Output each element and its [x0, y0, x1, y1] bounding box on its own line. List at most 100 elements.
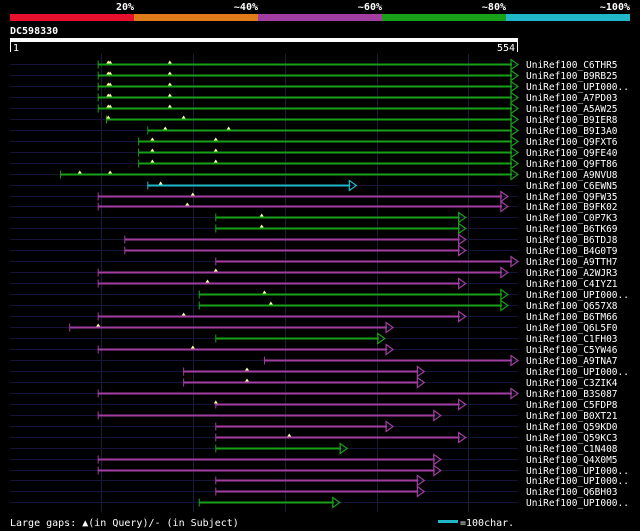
- hit-label[interactable]: UniRef100_UPI000..: [526, 466, 629, 477]
- hit-row[interactable]: UniRef100_UPI000..: [10, 464, 629, 478]
- hit-label[interactable]: UniRef100_UPI000..: [526, 367, 629, 378]
- hit-row[interactable]: UniRef100_A7PD03: [10, 91, 618, 105]
- query-gap-marker: [190, 192, 195, 196]
- hit-row[interactable]: UniRef100_C6EWN5: [10, 179, 618, 193]
- hit-row[interactable]: UniRef100_B4G0T9: [10, 244, 618, 258]
- hit-row[interactable]: UniRef100_A9NVU8: [10, 168, 618, 182]
- hit-label[interactable]: UniRef100_B6TK69: [526, 224, 618, 235]
- hit-label[interactable]: UniRef100_Q657X8: [526, 301, 618, 312]
- large-gaps-legend: Large gaps: ▲(in Query)/- (in Subject): [10, 518, 239, 529]
- query-gap-marker: [163, 126, 168, 130]
- hit-label[interactable]: UniRef100_C6EWN5: [526, 181, 618, 192]
- query-id[interactable]: DC598330: [10, 26, 58, 37]
- query-gap-marker: [259, 213, 264, 217]
- hit-row[interactable]: UniRef100_C1FH03: [10, 332, 618, 346]
- hit-label[interactable]: UniRef100_A9TNA7: [526, 356, 618, 367]
- hit-row[interactable]: UniRef100_B6TDJ8: [10, 233, 618, 247]
- hit-label[interactable]: UniRef100_B9FK02: [526, 202, 618, 213]
- hit-end-arrow: [510, 102, 520, 115]
- hit-row[interactable]: UniRef100_Q59KC3: [10, 431, 618, 445]
- hit-row[interactable]: UniRef100_B6TK69: [10, 222, 618, 236]
- hit-row[interactable]: UniRef100_A9TNA7: [10, 354, 618, 368]
- hit-label[interactable]: UniRef100_B9I3A0: [526, 126, 618, 137]
- hit-end-arrow: [500, 299, 509, 312]
- hit-row[interactable]: UniRef100_B9FK02: [10, 200, 618, 214]
- hit-label[interactable]: UniRef100_B6TM66: [526, 312, 618, 323]
- hit-row[interactable]: UniRef100_Q4X0M5: [10, 453, 618, 467]
- hit-row[interactable]: UniRef100_C5YW46: [10, 343, 618, 357]
- hit-label[interactable]: UniRef100_Q6L5F0: [526, 323, 618, 334]
- hit-label[interactable]: UniRef100_C5YW46: [526, 345, 618, 356]
- hit-row[interactable]: UniRef100_UPI000..: [10, 288, 629, 302]
- query-gap-marker: [268, 301, 273, 305]
- hit-label[interactable]: UniRef100_B9RB25: [526, 71, 618, 82]
- hit-label[interactable]: UniRef100_C5FDP8: [526, 400, 618, 411]
- hit-label[interactable]: UniRef100_C1FH03: [526, 334, 618, 345]
- hit-label[interactable]: UniRef100_Q9FXT6: [526, 137, 618, 148]
- hit-label[interactable]: UniRef100_Q9FT86: [526, 159, 618, 170]
- hit-label[interactable]: UniRef100_A5AW25: [526, 104, 618, 115]
- hit-label[interactable]: UniRef100_C0P7K3: [526, 213, 618, 224]
- hit-label[interactable]: UniRef100_C6THR5: [526, 60, 618, 71]
- hit-label[interactable]: UniRef100_B0XT21: [526, 411, 618, 422]
- hit-label[interactable]: UniRef100_C3ZIK4: [526, 378, 618, 389]
- hit-label[interactable]: UniRef100_C4IYZ1: [526, 279, 618, 290]
- hit-list: UniRef100_C6THR5UniRef100_B9RB25UniRef10…: [10, 58, 629, 510]
- hit-row[interactable]: UniRef100_C1N408: [10, 442, 618, 456]
- hit-row[interactable]: UniRef100_C0P7K3: [10, 211, 618, 225]
- hit-row[interactable]: UniRef100_C4IYZ1: [10, 277, 618, 291]
- query-gap-marker: [245, 367, 250, 371]
- hit-label[interactable]: UniRef100_C1N408: [526, 444, 618, 455]
- hit-row[interactable]: UniRef100_UPI000..: [10, 365, 629, 379]
- hit-row[interactable]: UniRef100_UPI000..: [10, 496, 629, 510]
- hit-end-arrow: [500, 266, 509, 279]
- hit-label[interactable]: UniRef100_Q4X0M5: [526, 455, 618, 466]
- hit-row[interactable]: UniRef100_B9IER8: [10, 113, 618, 127]
- hit-row[interactable]: UniRef100_B9RB25: [10, 69, 618, 83]
- hit-row[interactable]: UniRef100_UPI000..: [10, 474, 629, 488]
- hit-end-arrow: [510, 157, 520, 170]
- hit-label[interactable]: UniRef100_A7PD03: [526, 93, 618, 104]
- hit-row[interactable]: UniRef100_Q9FE40: [10, 146, 618, 160]
- hit-label[interactable]: UniRef100_A9TTH7: [526, 257, 618, 268]
- hit-end-arrow: [458, 244, 467, 257]
- hit-row[interactable]: UniRef100_Q6BH03: [10, 485, 618, 499]
- hit-label[interactable]: UniRef100_Q9FW35: [526, 192, 618, 203]
- hit-label[interactable]: UniRef100_B4G0T9: [526, 246, 618, 257]
- hit-label[interactable]: UniRef100_B3S087: [526, 389, 618, 400]
- hit-label[interactable]: UniRef100_Q59KC3: [526, 433, 618, 444]
- identity-band-80: [382, 14, 506, 21]
- hit-row[interactable]: UniRef100_A2WJR3: [10, 266, 618, 280]
- hit-label[interactable]: UniRef100_Q9FE40: [526, 148, 618, 159]
- identity-label-60: ~60%: [358, 2, 382, 13]
- hit-label[interactable]: UniRef100_B6TDJ8: [526, 235, 618, 246]
- hit-label[interactable]: UniRef100_A9NVU8: [526, 170, 618, 181]
- hit-label[interactable]: UniRef100_B9IER8: [526, 115, 618, 126]
- hit-label[interactable]: UniRef100_UPI000..: [526, 290, 629, 301]
- identity-band-20: [10, 14, 134, 21]
- hit-label[interactable]: UniRef100_Q6BH03: [526, 487, 618, 498]
- hit-row[interactable]: UniRef100_B9I3A0: [10, 124, 618, 138]
- hit-end-arrow: [416, 485, 426, 498]
- hit-row[interactable]: UniRef100_Q657X8: [10, 299, 618, 313]
- hit-row[interactable]: UniRef100_C3ZIK4: [10, 376, 618, 390]
- hit-label[interactable]: UniRef100_UPI000..: [526, 82, 629, 93]
- hit-row[interactable]: UniRef100_A9TTH7: [10, 255, 618, 269]
- hit-row[interactable]: UniRef100_Q6L5F0: [10, 321, 618, 335]
- hit-row[interactable]: UniRef100_A5AW25: [10, 102, 618, 116]
- hit-row[interactable]: UniRef100_B3S087: [10, 387, 618, 401]
- query-gap-marker: [213, 159, 218, 163]
- hit-row[interactable]: UniRef100_B0XT21: [10, 409, 618, 423]
- hit-label[interactable]: UniRef100_UPI000..: [526, 476, 629, 487]
- hit-row[interactable]: UniRef100_C5FDP8: [10, 398, 618, 412]
- hit-row[interactable]: UniRef100_Q9FXT6: [10, 135, 618, 149]
- hit-row[interactable]: UniRef100_C6THR5: [10, 58, 618, 72]
- hit-row[interactable]: UniRef100_Q59KD0: [10, 420, 618, 434]
- hit-label[interactable]: UniRef100_UPI000..: [526, 498, 629, 509]
- hit-row[interactable]: UniRef100_B6TM66: [10, 310, 618, 324]
- hit-row[interactable]: UniRef100_Q9FW35: [10, 190, 618, 204]
- hit-row[interactable]: UniRef100_Q9FT86: [10, 157, 618, 171]
- hit-label[interactable]: UniRef100_A2WJR3: [526, 268, 618, 279]
- hit-label[interactable]: UniRef100_Q59KD0: [526, 422, 618, 433]
- hit-row[interactable]: UniRef100_UPI000..: [10, 80, 629, 94]
